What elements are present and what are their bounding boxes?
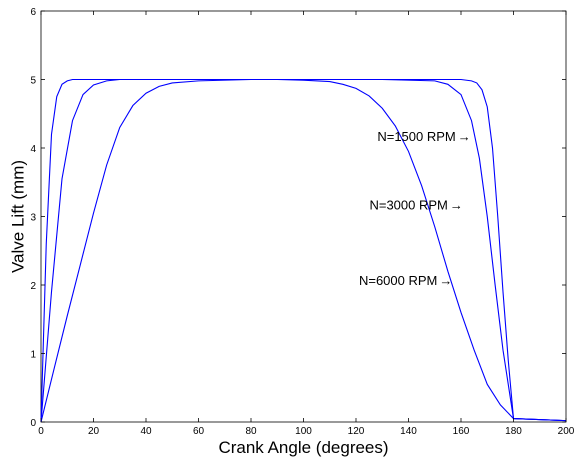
- x-tick-label: 80: [245, 426, 257, 437]
- x-tick-label: 20: [88, 426, 100, 437]
- y-tick-label: 3: [30, 213, 36, 224]
- series-line-2: [40, 78, 567, 423]
- annotation-arrow-icon: →: [450, 198, 463, 213]
- x-tick-label: 200: [558, 426, 575, 437]
- x-tick-label: 0: [38, 426, 44, 437]
- annotation-label: N=3000 RPM: [369, 198, 447, 213]
- y-tick-label: 2: [30, 281, 36, 292]
- x-tick-label: 100: [295, 426, 312, 437]
- x-tick-label: 60: [193, 426, 205, 437]
- x-tick-label: 140: [400, 426, 417, 437]
- y-tick-label: 1: [30, 350, 36, 361]
- series-line-3: [40, 78, 567, 423]
- y-tick-label: 4: [30, 144, 36, 155]
- x-tick-label: 180: [505, 426, 522, 437]
- y-tick-label: 6: [30, 7, 36, 18]
- x-axis-label: Crank Angle (degrees): [218, 438, 388, 457]
- annotation-arrow-icon: →: [458, 129, 471, 144]
- y-tick-label: 5: [30, 76, 36, 87]
- y-tick-label: 0: [30, 418, 36, 429]
- y-axis-label: Valve Lift (mm): [8, 160, 27, 273]
- x-tick-label: 120: [348, 426, 365, 437]
- x-tick-label: 40: [140, 426, 152, 437]
- annotation-arrow-icon: →: [439, 273, 452, 288]
- x-tick-label: 160: [453, 426, 470, 437]
- series-group: [40, 78, 567, 423]
- tick-group: 0 20 40 60 80 100 120 140 160 180 200 0 1 2 3 4 5 6: [30, 7, 574, 437]
- annotation-group: N=1500 RPM →N=3000 RPM →N=6000 RPM →: [359, 129, 471, 288]
- annotation-label: N=6000 RPM: [359, 273, 437, 288]
- annotation-label: N=1500 RPM: [377, 129, 455, 144]
